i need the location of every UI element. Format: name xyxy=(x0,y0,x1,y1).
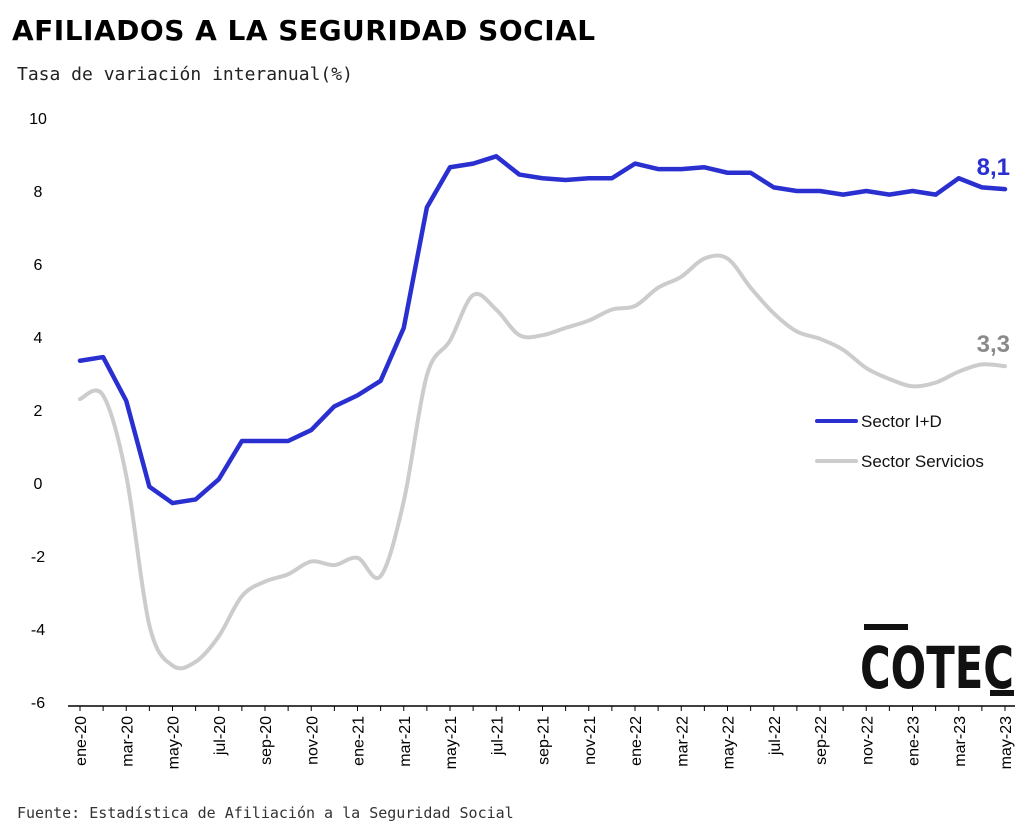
y-tick-label: -2 xyxy=(31,549,45,566)
chart-subtitle: Tasa de variación interanual(%) xyxy=(17,64,353,85)
y-tick-label: -6 xyxy=(31,695,45,712)
logo-top-bar xyxy=(864,624,908,630)
x-tick-label: jul-22 xyxy=(767,716,784,756)
y-tick-label: 0 xyxy=(34,476,43,493)
logo-text: COTEC xyxy=(860,634,1014,702)
y-tick-label: 4 xyxy=(34,330,43,347)
series-line-sector-id xyxy=(77,154,1008,506)
end-label-sector-id: 8,1 xyxy=(977,154,1010,181)
y-tick-label: 2 xyxy=(34,403,43,420)
legend: Sector I+D Sector Servicios xyxy=(815,412,984,471)
end-labels: 8,1 3,3 xyxy=(977,154,1010,358)
y-tick-label: -4 xyxy=(31,622,45,639)
x-tick-label: sep-21 xyxy=(536,716,553,765)
legend-label-sector-id: Sector I+D xyxy=(861,412,942,431)
cotec-logo: COTEC xyxy=(860,624,1014,702)
series-layer xyxy=(77,154,1008,671)
x-tick-label: mar-21 xyxy=(397,716,414,767)
x-tick-label: mar-23 xyxy=(952,716,969,767)
line-chart: -6 -4 -2 0 2 4 6 8 10 ene-20 mar-20 may-20 jul-20 se… xyxy=(29,111,1015,769)
series-line-sector-servicios xyxy=(78,253,1007,671)
x-axis: ene-20 mar-20 may-20 jul-20 sep-20 nov-20 ene-… xyxy=(73,706,1015,769)
x-tick-label: ene-20 xyxy=(73,716,90,766)
x-tick-label: ene-22 xyxy=(628,716,645,766)
x-tick-label: may-23 xyxy=(998,716,1015,769)
y-tick-label: 6 xyxy=(34,257,43,274)
x-tick-label: ene-23 xyxy=(906,716,923,766)
x-tick-label: nov-21 xyxy=(582,716,599,765)
x-tick-label: mar-20 xyxy=(119,716,136,767)
x-tick-label: may-21 xyxy=(443,716,460,769)
x-tick-label: may-22 xyxy=(721,716,738,769)
y-axis: -6 -4 -2 0 2 4 6 8 10 xyxy=(29,111,47,712)
x-tick-label: mar-22 xyxy=(674,716,691,767)
legend-label-sector-servicios: Sector Servicios xyxy=(861,452,984,471)
x-tick-label: may-20 xyxy=(166,716,183,769)
y-tick-label: 8 xyxy=(34,184,43,201)
x-tick-label: nov-22 xyxy=(859,716,876,765)
x-tick-label: sep-20 xyxy=(258,716,275,765)
logo-bottom-bar xyxy=(990,690,1014,696)
x-tick-label: jul-21 xyxy=(489,716,506,756)
y-tick-label: 10 xyxy=(29,111,47,128)
end-label-sector-servicios: 3,3 xyxy=(977,331,1010,358)
source-note: Fuente: Estadística de Afiliación a la S… xyxy=(17,804,514,822)
x-tick-label: sep-22 xyxy=(813,716,830,765)
x-tick-label: ene-21 xyxy=(351,716,368,766)
x-tick-label: jul-20 xyxy=(212,716,229,756)
chart-title: AFILIADOS A LA SEGURIDAD SOCIAL xyxy=(12,14,596,47)
x-tick-label: nov-20 xyxy=(304,716,321,765)
